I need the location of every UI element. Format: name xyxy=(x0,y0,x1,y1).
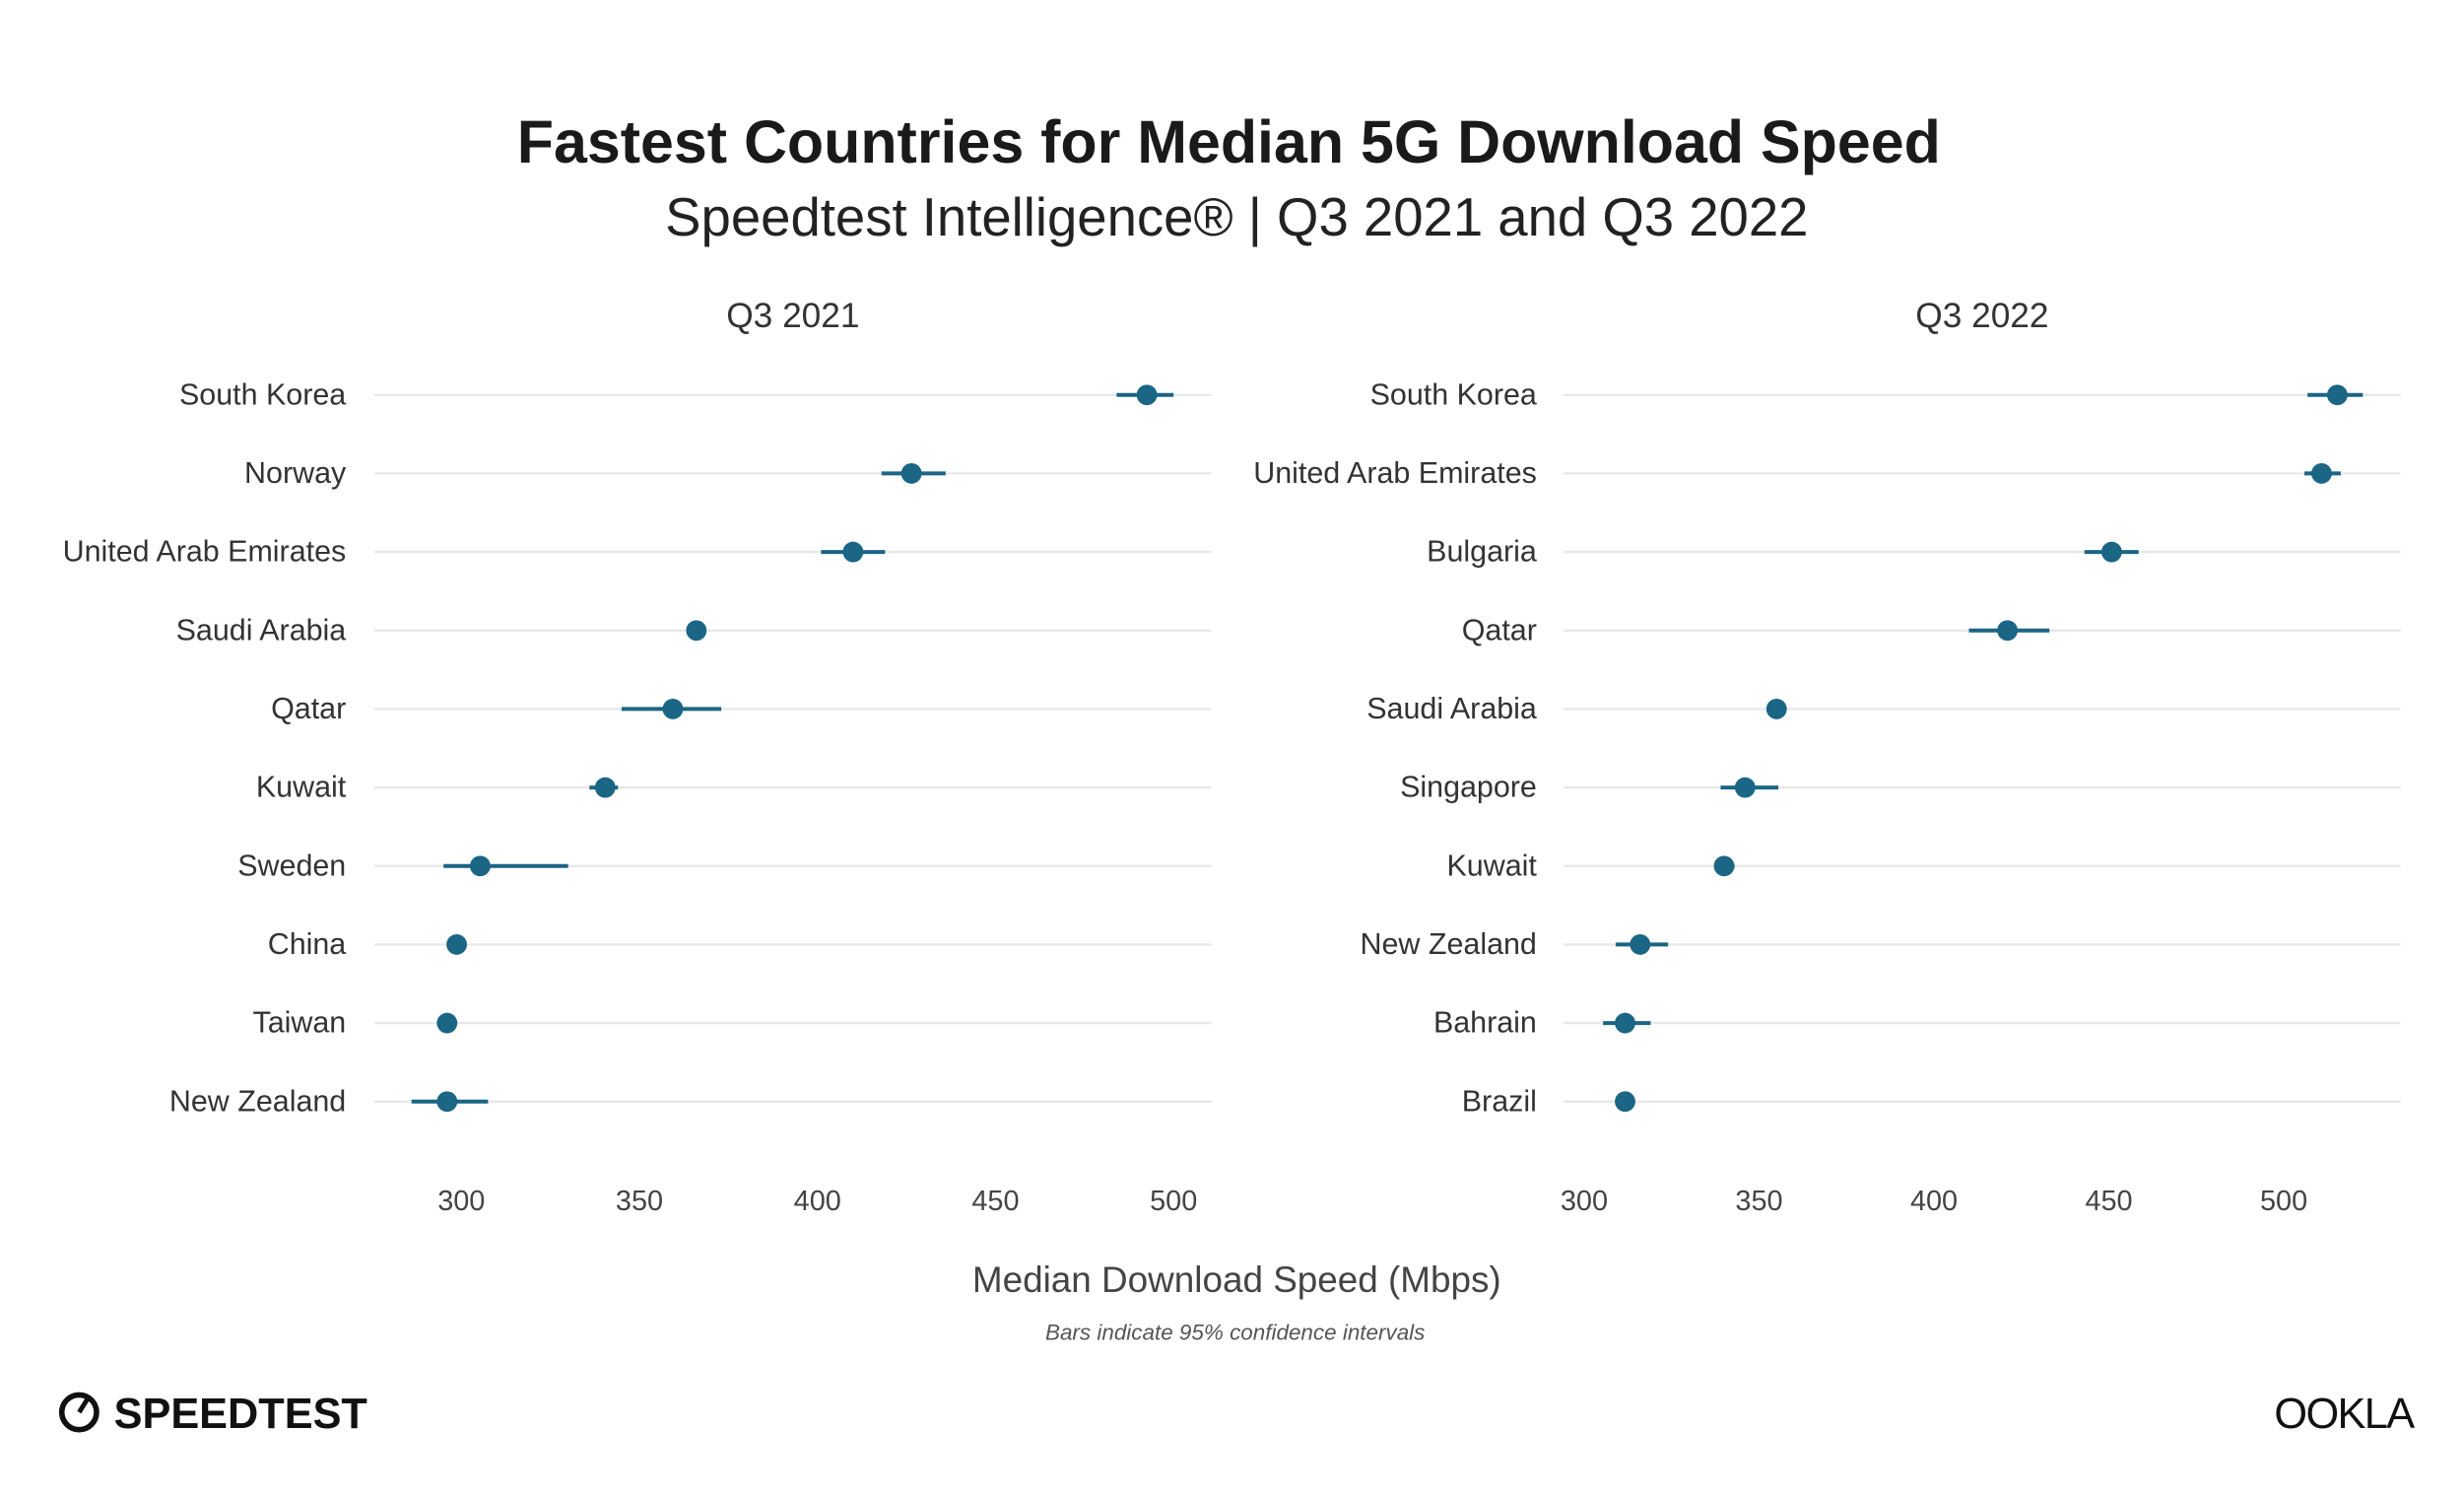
x-tick-label: 500 xyxy=(1150,1186,1197,1217)
chart-subtitle: Speedtest Intelligence® | Q3 2021 and Q3… xyxy=(665,187,1808,247)
data-point xyxy=(900,462,922,484)
category-label: South Korea xyxy=(179,377,346,411)
category-label: United Arab Emirates xyxy=(63,535,347,569)
x-tick-label: 400 xyxy=(1910,1186,1958,1217)
category-label: Kuwait xyxy=(1447,849,1538,882)
category-label: Saudi Arabia xyxy=(176,613,347,646)
category-label: Kuwait xyxy=(256,771,347,804)
panel-title: Q3 2022 xyxy=(1915,297,2048,335)
data-point xyxy=(842,541,864,563)
data-point xyxy=(469,855,491,877)
category-label: United Arab Emirates xyxy=(1253,456,1537,490)
category-label: Norway xyxy=(244,456,347,490)
category-label: Bulgaria xyxy=(1427,535,1537,569)
data-point xyxy=(686,620,707,642)
data-point xyxy=(436,1091,458,1113)
data-point xyxy=(1615,1091,1635,1113)
data-point xyxy=(1136,384,1158,406)
category-label: Taiwan xyxy=(252,1006,346,1040)
x-tick-label: 450 xyxy=(2085,1186,2132,1217)
x-axis-label: Median Download Speed (Mbps) xyxy=(972,1259,1501,1300)
data-point xyxy=(1734,777,1756,798)
data-point xyxy=(1997,620,2018,642)
category-label: Singapore xyxy=(1400,771,1537,804)
category-label: Saudi Arabia xyxy=(1366,692,1537,725)
x-tick-label: 350 xyxy=(1735,1186,1782,1217)
x-tick-label: 450 xyxy=(971,1186,1019,1217)
data-point xyxy=(1713,855,1735,877)
x-tick-label: 400 xyxy=(794,1186,841,1217)
data-point xyxy=(2326,384,2348,406)
panel-title: Q3 2021 xyxy=(726,297,859,335)
x-tick-label: 300 xyxy=(437,1186,485,1217)
confidence-note: Bars indicate 95% confidence intervals xyxy=(1045,1320,1425,1344)
category-label: Bahrain xyxy=(1433,1006,1537,1040)
data-point xyxy=(594,777,616,798)
x-tick-label: 300 xyxy=(1561,1186,1608,1217)
category-label: New Zealand xyxy=(169,1084,346,1118)
speedometer-needle-icon xyxy=(77,1397,90,1414)
data-point xyxy=(2310,462,2332,484)
data-point xyxy=(662,698,684,719)
data-point xyxy=(2100,541,2122,563)
x-tick-label: 350 xyxy=(616,1186,663,1217)
category-label: Qatar xyxy=(271,692,346,725)
category-label: Brazil xyxy=(1462,1084,1537,1118)
category-label: Qatar xyxy=(1462,613,1537,646)
category-label: China xyxy=(268,927,347,961)
data-point xyxy=(1630,933,1651,955)
speedtest-logo: SPEEDTEST xyxy=(58,1391,367,1438)
data-point xyxy=(436,1012,458,1034)
speedtest-logo-text: SPEEDTEST xyxy=(114,1391,367,1438)
data-point xyxy=(446,933,467,955)
category-label: South Korea xyxy=(1370,377,1537,411)
data-point xyxy=(1615,1012,1635,1034)
speedometer-icon xyxy=(58,1392,100,1433)
x-tick-label: 500 xyxy=(2260,1186,2307,1217)
chart-title: Fastest Countries for Median 5G Download… xyxy=(517,108,1941,175)
category-label: New Zealand xyxy=(1361,927,1537,961)
category-label: Sweden xyxy=(237,849,346,882)
ookla-logo: OOKLA xyxy=(2274,1391,2415,1438)
data-point xyxy=(1765,698,1787,719)
